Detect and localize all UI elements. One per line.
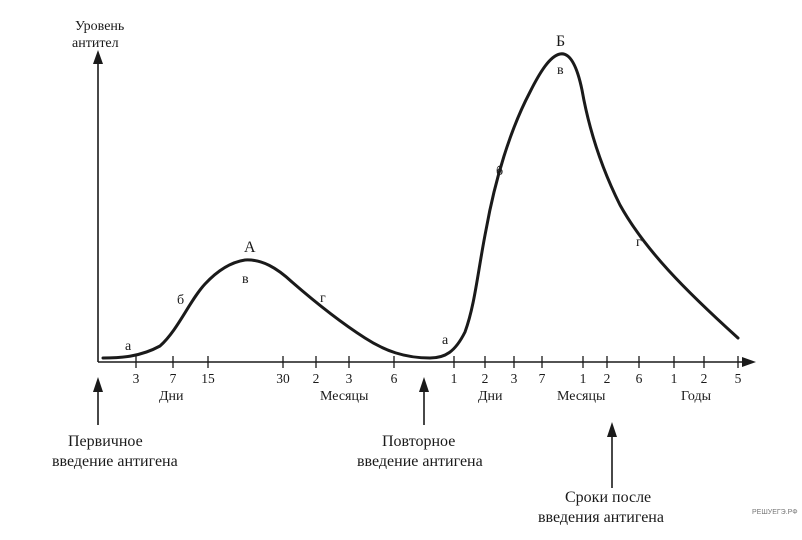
x-axis-tick-label: 1 xyxy=(580,371,587,386)
antibody-level-curve xyxy=(101,52,740,360)
x-axis-tick-label: 15 xyxy=(201,371,215,386)
x-axis-tick-label: 3 xyxy=(346,371,353,386)
time-unit-months-1: Месяцы xyxy=(320,389,369,404)
x-axis-tick-label: 1 xyxy=(451,371,458,386)
x-axis-ticks: 3 7 15 30 2 3 6 1 2 3 7 1 2 6 1 2 5 xyxy=(133,356,742,386)
x-axis-tick-label: 30 xyxy=(276,371,290,386)
phase-v-primary: в xyxy=(242,272,249,287)
x-axis-tick-label: 5 xyxy=(735,371,742,386)
primary-injection-label-line2: введение антигена xyxy=(52,453,178,470)
phase-g-secondary: г xyxy=(636,235,642,250)
peak-label-secondary: Б xyxy=(556,33,565,50)
x-axis-tick-label: 2 xyxy=(604,371,611,386)
peak-label-primary: А xyxy=(244,239,256,256)
x-axis-tick-label: 6 xyxy=(391,371,398,386)
primary-injection-label-line1: Первичное xyxy=(68,433,143,450)
y-axis-label-line2: антител xyxy=(72,36,119,51)
secondary-injection-arrow-icon xyxy=(419,377,429,392)
time-unit-years: Годы xyxy=(681,389,712,404)
watermark: РЕШУЕГЭ.РФ xyxy=(752,509,798,516)
y-axis-arrow-icon xyxy=(93,50,103,64)
secondary-injection-label-line1: Повторное xyxy=(382,433,455,450)
x-axis-tick-label: 2 xyxy=(313,371,320,386)
secondary-injection-label-line2: введение антигена xyxy=(357,453,483,470)
x-axis-title-line1: Сроки после xyxy=(565,489,651,506)
x-axis-tick-label: 7 xyxy=(539,371,546,386)
x-axis-arrow-icon xyxy=(742,357,756,367)
time-unit-days-1: Дни xyxy=(159,389,184,404)
phase-b-secondary: б xyxy=(496,164,503,179)
x-axis-tick-label: 6 xyxy=(636,371,643,386)
primary-injection-arrow-icon xyxy=(93,377,103,392)
x-axis-tick-label: 2 xyxy=(482,371,489,386)
phase-g-primary: г xyxy=(320,291,326,306)
x-axis-tick-label: 2 xyxy=(701,371,708,386)
x-axis-tick-label: 3 xyxy=(133,371,140,386)
time-after-antigen-arrow-icon xyxy=(607,422,617,437)
phase-b-primary: б xyxy=(177,293,184,308)
x-axis-tick-label: 3 xyxy=(511,371,518,386)
phase-a-primary: а xyxy=(125,339,132,354)
x-axis-tick-label: 7 xyxy=(170,371,177,386)
phase-v-secondary: в xyxy=(557,63,564,78)
phase-a-secondary: а xyxy=(442,333,449,348)
time-unit-months-2: Месяцы xyxy=(557,389,606,404)
y-axis-label-line1: Уровень xyxy=(75,19,124,34)
x-axis-title-line2: введения антигена xyxy=(538,509,664,526)
time-unit-days-2: Дни xyxy=(478,389,503,404)
x-axis-tick-label: 1 xyxy=(671,371,678,386)
